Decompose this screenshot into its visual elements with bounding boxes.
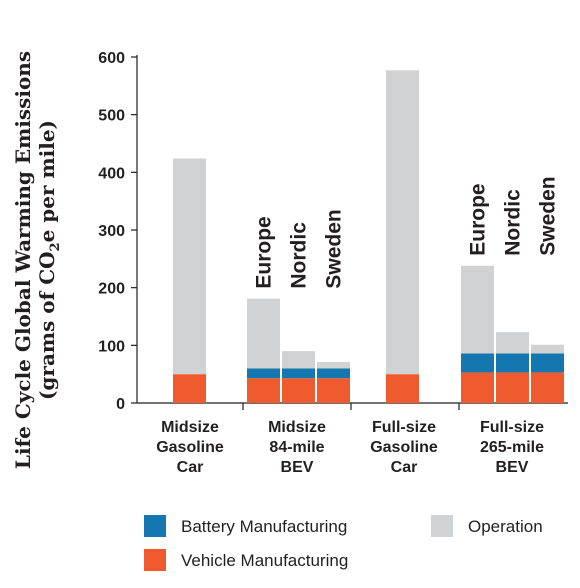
legend-label-vehicle: Vehicle Manufacturing bbox=[181, 551, 348, 570]
bar-segment-vehicle bbox=[282, 378, 315, 403]
legend-label-battery: Battery Manufacturing bbox=[181, 517, 347, 536]
x-tick-labels: Midsize Gasoline Car Midsize 84-mile BEV Full-… bbox=[156, 419, 544, 476]
bar-segment-operation bbox=[317, 362, 350, 369]
x-tick-label: Car bbox=[391, 459, 418, 476]
y-ticks: 0 100 200 300 400 500 600 bbox=[98, 50, 137, 413]
region-label-sweden: Sweden bbox=[323, 209, 346, 288]
y-axis-title-line1: Life Cycle Global Warming Emissions bbox=[11, 51, 35, 469]
x-tick-label: BEV bbox=[496, 459, 529, 476]
bar-segment-battery bbox=[496, 353, 529, 373]
bars bbox=[173, 70, 564, 403]
x-tick-label: Gasoline bbox=[370, 439, 438, 456]
legend-swatch-vehicle bbox=[144, 549, 166, 571]
legend-swatch-operation bbox=[431, 515, 453, 537]
legend-label-operation: Operation bbox=[468, 517, 543, 536]
region-label-europe: Europe bbox=[253, 216, 276, 288]
bar-segment-battery bbox=[282, 368, 315, 379]
bar-segment-vehicle bbox=[173, 374, 206, 403]
y-axis-title-line2: (grams of CO2e per mile) bbox=[35, 120, 63, 400]
bar-segment-battery bbox=[317, 368, 350, 379]
region-label-nordic: Nordic bbox=[288, 222, 311, 289]
region-label-europe: Europe bbox=[467, 183, 490, 255]
legend: Battery Manufacturing Operation Vehicle Ma… bbox=[144, 515, 543, 571]
bar-segment-operation bbox=[282, 351, 315, 369]
bar-segment-vehicle bbox=[531, 372, 564, 403]
bar-segment-operation bbox=[461, 265, 494, 354]
bar-segment-battery bbox=[461, 353, 494, 373]
x-tick-label: Full-size bbox=[372, 419, 436, 436]
x-tick-label: BEV bbox=[281, 459, 314, 476]
bar-region-labels: Europe Nordic Sweden Europe Nordic Sweden bbox=[253, 176, 560, 288]
bar-segment-vehicle bbox=[386, 374, 419, 403]
bar-segment-vehicle bbox=[461, 372, 494, 403]
y-tick-label: 300 bbox=[98, 223, 125, 240]
bar-segment-operation bbox=[496, 332, 529, 354]
bar-segment-battery bbox=[247, 368, 280, 379]
y-tick-label: 400 bbox=[98, 165, 125, 182]
bar-segment-battery bbox=[531, 353, 564, 373]
x-tick-label: Midsize bbox=[161, 419, 219, 436]
x-tick-label: 84-mile bbox=[269, 439, 324, 456]
x-tick-label: Gasoline bbox=[156, 439, 224, 456]
y-axis-title-subscript: 2 bbox=[48, 242, 63, 251]
y-tick-label: 0 bbox=[116, 396, 125, 413]
x-tick-label: Full-size bbox=[480, 419, 544, 436]
y-axis-title-prefix: (grams of CO bbox=[35, 251, 59, 400]
y-axis-title: Life Cycle Global Warming Emissions (gra… bbox=[11, 51, 63, 469]
bar-segment-operation bbox=[386, 70, 419, 375]
region-label-nordic: Nordic bbox=[502, 189, 525, 256]
x-tick-label: Car bbox=[177, 459, 204, 476]
legend-swatch-battery bbox=[144, 515, 166, 537]
y-tick-label: 200 bbox=[98, 281, 125, 298]
x-tick-label: Midsize bbox=[268, 419, 326, 436]
bar-segment-vehicle bbox=[247, 378, 280, 403]
x-tick-label: 265-mile bbox=[480, 439, 544, 456]
y-tick-label: 500 bbox=[98, 108, 125, 125]
y-tick-label: 100 bbox=[98, 338, 125, 355]
region-label-sweden: Sweden bbox=[537, 176, 560, 255]
y-axis-title-suffix: e per mile) bbox=[35, 120, 59, 242]
bar-segment-operation bbox=[247, 298, 280, 369]
bar-segment-vehicle bbox=[496, 372, 529, 403]
y-tick-label: 600 bbox=[98, 50, 125, 67]
bar-segment-vehicle bbox=[317, 378, 350, 403]
bar-segment-operation bbox=[173, 158, 206, 375]
bar-segment-operation bbox=[531, 344, 564, 354]
